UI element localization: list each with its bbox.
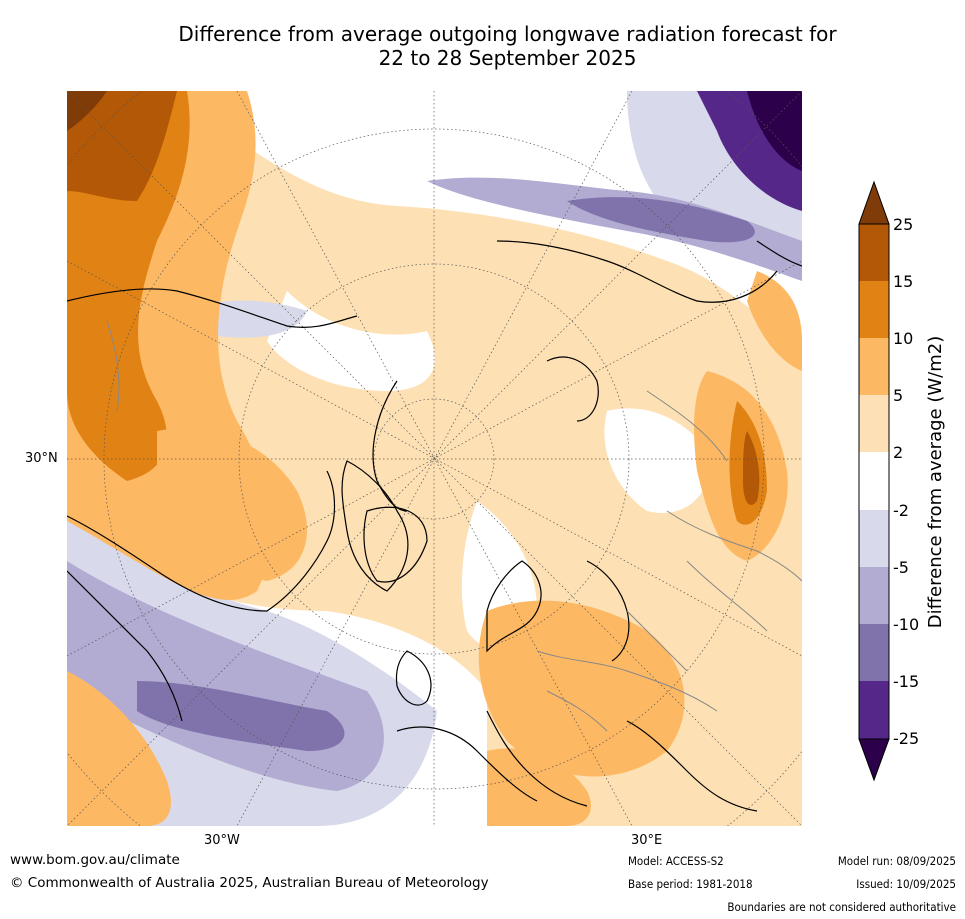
negative-region xyxy=(747,91,802,171)
negative-region xyxy=(197,300,307,338)
colorbar-band xyxy=(859,395,889,452)
neutral-region xyxy=(604,408,709,513)
positive-region xyxy=(478,600,685,777)
colorbar-tick: -5 xyxy=(893,558,909,577)
colorbar-tick: -10 xyxy=(893,615,920,634)
colorbar-label: Difference from average (W/m2) xyxy=(925,335,946,629)
olr-anomaly-field xyxy=(67,91,802,826)
longitude-label-30e: 30°E xyxy=(631,833,663,848)
model-run-date: Model run: 08/09/2025 xyxy=(837,854,956,868)
negative-region xyxy=(137,681,345,751)
latitude-label-30n: 30°N xyxy=(25,451,58,466)
colorbar-tick: 5 xyxy=(893,386,904,405)
polar-map xyxy=(67,91,802,826)
model-name: Model: ACCESS-S2 xyxy=(628,854,724,868)
colorbar-band xyxy=(859,510,889,567)
longitude-label-30w: 30°W xyxy=(204,833,240,848)
colorbar-under-arrow xyxy=(858,738,890,782)
positive-region xyxy=(487,748,591,826)
website-link[interactable]: www.bom.gov.au/climate xyxy=(10,852,180,868)
colorbar-band xyxy=(859,452,889,510)
colorbar xyxy=(858,180,890,782)
graticule xyxy=(67,91,802,826)
colorbar-band xyxy=(859,681,889,739)
positive-region xyxy=(67,671,171,826)
colorbar-tick: -2 xyxy=(893,501,909,520)
colorbar-tick: 10 xyxy=(893,329,914,348)
title-line-2: 22 to 28 September 2025 xyxy=(378,46,637,70)
positive-region xyxy=(747,271,802,371)
colorbar-tick: -15 xyxy=(893,672,920,691)
colorbar-tick: 2 xyxy=(893,443,904,462)
colorbar-band xyxy=(859,338,889,395)
colorbar-band xyxy=(859,224,889,281)
copyright-text: © Commonwealth of Australia 2025, Austra… xyxy=(10,875,489,891)
colorbar-tick: 25 xyxy=(893,215,914,234)
positive-region xyxy=(157,428,307,581)
base-period: Base period: 1981-2018 xyxy=(628,877,753,891)
boundary-disclaimer: Boundaries are not considered authoritat… xyxy=(727,900,956,914)
negative-region xyxy=(427,177,802,281)
colorbar-band xyxy=(859,567,889,624)
colorbar-band xyxy=(859,624,889,681)
colorbar-over-arrow xyxy=(858,180,890,225)
country-borders xyxy=(106,320,802,732)
title-line-1: Difference from average outgoing longwav… xyxy=(178,22,837,46)
colorbar-tick: 15 xyxy=(893,272,914,291)
coastlines xyxy=(67,240,802,812)
issued-date: Issued: 10/09/2025 xyxy=(856,877,956,891)
colorbar-band xyxy=(859,281,889,338)
colorbar-tick: -25 xyxy=(893,729,920,748)
positive-region xyxy=(743,431,760,505)
map-title: Difference from average outgoing longwav… xyxy=(130,22,885,70)
neutral-region xyxy=(267,291,435,391)
